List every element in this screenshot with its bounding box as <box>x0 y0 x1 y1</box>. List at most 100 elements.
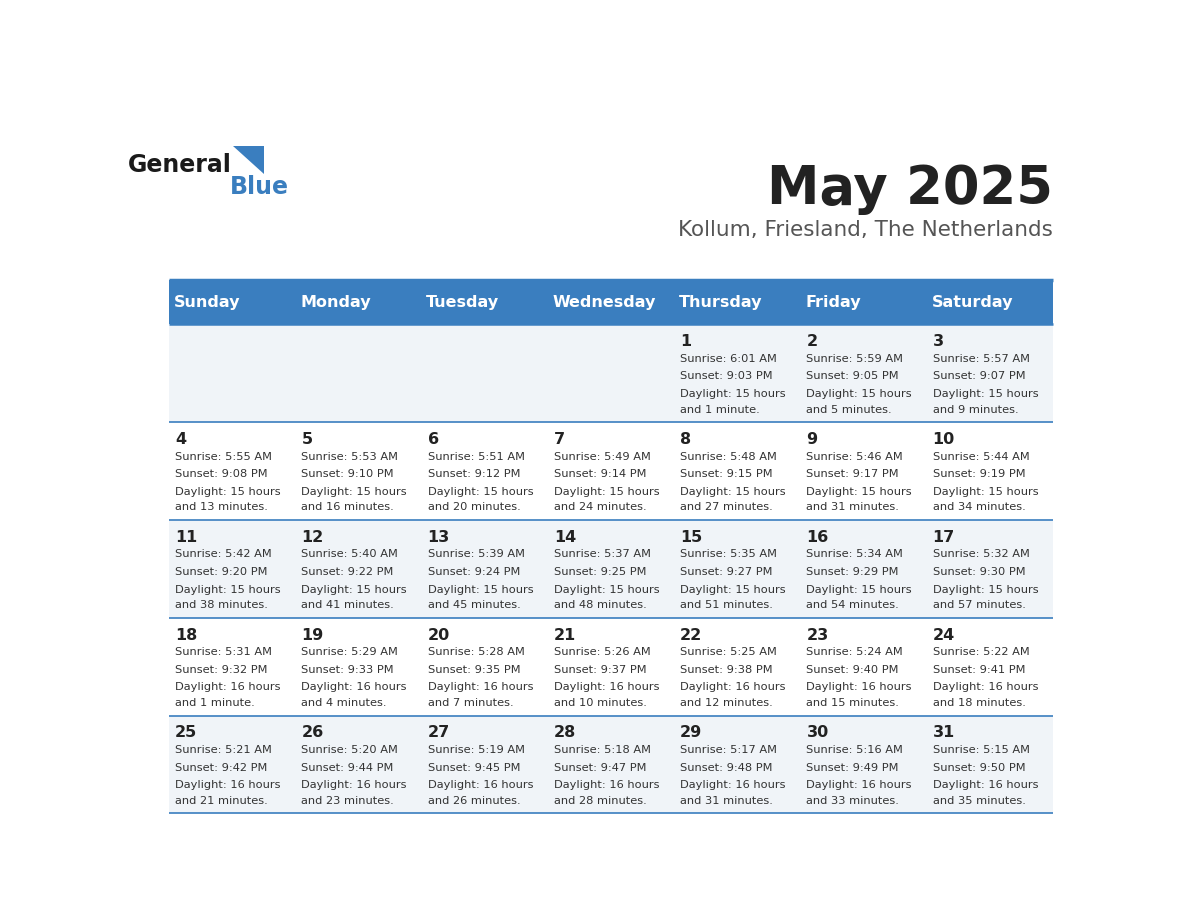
Text: Sunrise: 5:19 AM: Sunrise: 5:19 AM <box>428 745 525 755</box>
Text: Sunrise: 5:37 AM: Sunrise: 5:37 AM <box>554 549 651 559</box>
Text: Wednesday: Wednesday <box>552 295 656 309</box>
Text: 27: 27 <box>428 725 450 741</box>
Text: Daylight: 15 hours: Daylight: 15 hours <box>302 585 407 595</box>
Text: Sunset: 9:37 PM: Sunset: 9:37 PM <box>554 665 646 675</box>
Text: 23: 23 <box>807 628 829 643</box>
Text: Tuesday: Tuesday <box>426 295 499 309</box>
Text: and 35 minutes.: and 35 minutes. <box>933 796 1025 806</box>
Text: 3: 3 <box>933 334 943 349</box>
Text: Daylight: 15 hours: Daylight: 15 hours <box>428 585 533 595</box>
Text: Sunrise: 5:20 AM: Sunrise: 5:20 AM <box>302 745 398 755</box>
Text: 24: 24 <box>933 628 955 643</box>
Text: Sunrise: 5:57 AM: Sunrise: 5:57 AM <box>933 353 1030 364</box>
Text: Daylight: 16 hours: Daylight: 16 hours <box>933 682 1038 692</box>
Text: Daylight: 16 hours: Daylight: 16 hours <box>428 780 533 790</box>
Text: Sunset: 9:30 PM: Sunset: 9:30 PM <box>933 567 1025 577</box>
Text: 30: 30 <box>807 725 829 741</box>
Text: and 1 minute.: and 1 minute. <box>681 405 760 415</box>
Text: and 16 minutes.: and 16 minutes. <box>302 502 394 512</box>
Text: and 1 minute.: and 1 minute. <box>175 698 254 708</box>
Text: Daylight: 16 hours: Daylight: 16 hours <box>933 780 1038 790</box>
Text: 26: 26 <box>302 725 323 741</box>
Text: Sunset: 9:49 PM: Sunset: 9:49 PM <box>807 763 899 773</box>
Text: Daylight: 16 hours: Daylight: 16 hours <box>302 780 406 790</box>
Text: and 41 minutes.: and 41 minutes. <box>302 600 394 610</box>
Text: Sunrise: 5:35 AM: Sunrise: 5:35 AM <box>681 549 777 559</box>
Text: and 13 minutes.: and 13 minutes. <box>175 502 268 512</box>
Text: Sunrise: 5:39 AM: Sunrise: 5:39 AM <box>428 549 525 559</box>
Text: and 9 minutes.: and 9 minutes. <box>933 405 1018 415</box>
Text: Sunset: 9:10 PM: Sunset: 9:10 PM <box>302 469 394 479</box>
Text: Sunrise: 5:26 AM: Sunrise: 5:26 AM <box>554 647 651 657</box>
Text: 16: 16 <box>807 530 829 544</box>
Text: Sunset: 9:45 PM: Sunset: 9:45 PM <box>428 763 520 773</box>
Text: and 38 minutes.: and 38 minutes. <box>175 600 268 610</box>
Text: Sunset: 9:19 PM: Sunset: 9:19 PM <box>933 469 1025 479</box>
Text: Daylight: 16 hours: Daylight: 16 hours <box>681 682 785 692</box>
Text: Daylight: 16 hours: Daylight: 16 hours <box>681 780 785 790</box>
Text: Sunset: 9:50 PM: Sunset: 9:50 PM <box>933 763 1025 773</box>
Text: and 24 minutes.: and 24 minutes. <box>554 502 646 512</box>
Text: Daylight: 15 hours: Daylight: 15 hours <box>807 389 912 399</box>
Text: Daylight: 15 hours: Daylight: 15 hours <box>554 487 659 497</box>
Text: and 21 minutes.: and 21 minutes. <box>175 796 267 806</box>
Text: Daylight: 16 hours: Daylight: 16 hours <box>175 682 280 692</box>
Text: 28: 28 <box>554 725 576 741</box>
Text: Sunset: 9:15 PM: Sunset: 9:15 PM <box>681 469 772 479</box>
Text: Friday: Friday <box>805 295 861 309</box>
Text: 5: 5 <box>302 432 312 447</box>
Text: 19: 19 <box>302 628 323 643</box>
Text: Sunset: 9:03 PM: Sunset: 9:03 PM <box>681 371 772 381</box>
Text: Sunset: 9:47 PM: Sunset: 9:47 PM <box>554 763 646 773</box>
Text: Daylight: 16 hours: Daylight: 16 hours <box>807 780 912 790</box>
Text: Kollum, Friesland, The Netherlands: Kollum, Friesland, The Netherlands <box>677 219 1053 240</box>
Text: 31: 31 <box>933 725 955 741</box>
Text: and 4 minutes.: and 4 minutes. <box>302 698 387 708</box>
Text: Daylight: 15 hours: Daylight: 15 hours <box>428 487 533 497</box>
Text: Sunrise: 5:53 AM: Sunrise: 5:53 AM <box>302 452 398 462</box>
Text: Sunset: 9:32 PM: Sunset: 9:32 PM <box>175 665 267 675</box>
Text: Sunset: 9:27 PM: Sunset: 9:27 PM <box>681 567 772 577</box>
Text: Daylight: 15 hours: Daylight: 15 hours <box>933 487 1038 497</box>
Text: and 57 minutes.: and 57 minutes. <box>933 600 1025 610</box>
Text: Daylight: 15 hours: Daylight: 15 hours <box>302 487 407 497</box>
Text: and 48 minutes.: and 48 minutes. <box>554 600 646 610</box>
Text: Sunrise: 5:32 AM: Sunrise: 5:32 AM <box>933 549 1030 559</box>
Text: Sunrise: 5:17 AM: Sunrise: 5:17 AM <box>681 745 777 755</box>
Text: 6: 6 <box>428 432 438 447</box>
Text: and 12 minutes.: and 12 minutes. <box>681 698 773 708</box>
Text: Daylight: 15 hours: Daylight: 15 hours <box>554 585 659 595</box>
Text: 13: 13 <box>428 530 450 544</box>
Text: Sunset: 9:40 PM: Sunset: 9:40 PM <box>807 665 899 675</box>
Text: 8: 8 <box>681 432 691 447</box>
Text: 12: 12 <box>302 530 323 544</box>
Text: Sunrise: 5:18 AM: Sunrise: 5:18 AM <box>554 745 651 755</box>
Text: Sunset: 9:24 PM: Sunset: 9:24 PM <box>428 567 520 577</box>
Text: Sunrise: 5:55 AM: Sunrise: 5:55 AM <box>175 452 272 462</box>
Text: 25: 25 <box>175 725 197 741</box>
Text: Daylight: 16 hours: Daylight: 16 hours <box>807 682 912 692</box>
Text: Daylight: 16 hours: Daylight: 16 hours <box>175 780 280 790</box>
Text: and 31 minutes.: and 31 minutes. <box>807 502 899 512</box>
Bar <box>169 280 1053 324</box>
Text: 29: 29 <box>681 725 702 741</box>
Text: Sunrise: 5:31 AM: Sunrise: 5:31 AM <box>175 647 272 657</box>
Text: Sunrise: 5:59 AM: Sunrise: 5:59 AM <box>807 353 903 364</box>
Text: Sunset: 9:25 PM: Sunset: 9:25 PM <box>554 567 646 577</box>
Text: and 28 minutes.: and 28 minutes. <box>554 796 646 806</box>
Text: Sunset: 9:29 PM: Sunset: 9:29 PM <box>807 567 899 577</box>
Text: Daylight: 15 hours: Daylight: 15 hours <box>807 585 912 595</box>
Text: Daylight: 15 hours: Daylight: 15 hours <box>175 585 280 595</box>
Text: Sunrise: 5:15 AM: Sunrise: 5:15 AM <box>933 745 1030 755</box>
Text: Daylight: 15 hours: Daylight: 15 hours <box>933 585 1038 595</box>
Text: Daylight: 16 hours: Daylight: 16 hours <box>554 780 659 790</box>
Text: Sunset: 9:41 PM: Sunset: 9:41 PM <box>933 665 1025 675</box>
Text: Sunrise: 5:49 AM: Sunrise: 5:49 AM <box>554 452 651 462</box>
Bar <box>169 618 1053 716</box>
Text: Sunrise: 5:21 AM: Sunrise: 5:21 AM <box>175 745 272 755</box>
Text: General: General <box>127 152 232 176</box>
Text: and 7 minutes.: and 7 minutes. <box>428 698 513 708</box>
Text: Sunrise: 5:48 AM: Sunrise: 5:48 AM <box>681 452 777 462</box>
Text: Sunrise: 5:51 AM: Sunrise: 5:51 AM <box>428 452 525 462</box>
Text: 18: 18 <box>175 628 197 643</box>
